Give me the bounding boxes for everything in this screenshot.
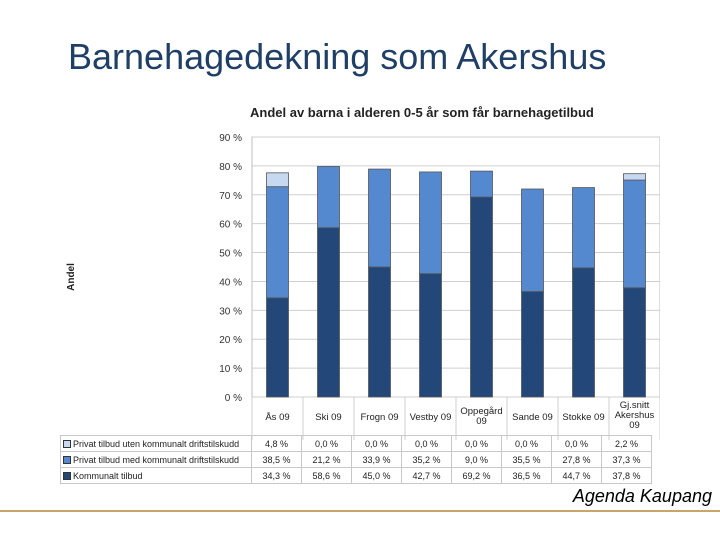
- y-tick-label: 50 %: [219, 249, 242, 260]
- table-row: Kommunalt tilbud 34,3 % 58,6 % 45,0 % 42,7 %…: [60, 467, 652, 484]
- y-tick-label: 90 %: [219, 133, 242, 144]
- bar-segment: [266, 186, 289, 299]
- x-tick-label: Sande 09: [512, 412, 553, 423]
- y-tick-label: 10 %: [219, 364, 242, 375]
- data-label: 0,0 %: [501, 435, 552, 452]
- bar-segment: [266, 172, 289, 188]
- data-label: 2,2 %: [601, 435, 652, 452]
- chart-panel: Andel av barna i alderen 0-5 år som får …: [60, 100, 660, 484]
- plot-area: [251, 136, 660, 398]
- data-label: 0,0 %: [551, 435, 602, 452]
- y-tick-label: 80 %: [219, 162, 242, 173]
- data-label: 0,0 %: [301, 435, 352, 452]
- legend-entry: Kommunalt tilbud: [60, 467, 252, 484]
- data-label: 0,0 %: [451, 435, 502, 452]
- data-label: 27,8 %: [551, 451, 602, 468]
- legend-swatch: [63, 440, 71, 449]
- data-label: 42,7 %: [401, 467, 452, 484]
- data-label: 35,2 %: [401, 451, 452, 468]
- x-tick-label: Vestby 09: [410, 412, 452, 423]
- chart-title: Andel av barna i alderen 0-5 år som får …: [250, 105, 594, 120]
- y-tick-label: 60 %: [219, 220, 242, 231]
- y-tick-label: 40 %: [219, 277, 242, 288]
- data-label: 35,5 %: [501, 451, 552, 468]
- data-label: 36,5 %: [501, 467, 552, 484]
- bar-segment: [419, 171, 442, 275]
- x-tick-label: Ås 09: [265, 412, 289, 423]
- legend-label: Privat tilbud med kommunalt driftstilsku…: [73, 454, 240, 465]
- data-label: 0,0 %: [401, 435, 452, 452]
- data-label: 38,5 %: [251, 451, 302, 468]
- footer-text: Agenda Kaupang: [572, 486, 712, 506]
- bar-segment: [470, 170, 493, 198]
- data-label: 44,7 %: [551, 467, 602, 484]
- x-tick-label: Frogn 09: [360, 412, 398, 423]
- bar-segment: [317, 166, 340, 229]
- bar-segment: [419, 273, 442, 398]
- data-label: 37,8 %: [601, 467, 652, 484]
- bar-segment: [521, 291, 544, 398]
- bar-segment: [572, 267, 595, 398]
- x-tick-label: Stokke 09: [562, 412, 604, 423]
- slide-title: Barnehagedekning som Akershus: [68, 36, 607, 77]
- bar-segment: [266, 297, 289, 398]
- bar-segment: [470, 196, 493, 398]
- legend-label: Kommunalt tilbud: [73, 470, 143, 481]
- legend-entry: Privat tilbud med kommunalt driftstilsku…: [60, 451, 252, 468]
- table-row: Privat tilbud med kommunalt driftstilsku…: [60, 451, 652, 468]
- data-label: 58,6 %: [301, 467, 352, 484]
- data-label: 34,3 %: [251, 467, 302, 484]
- y-axis-label: Andel: [66, 263, 77, 291]
- legend-swatch: [63, 456, 71, 465]
- table-row: Privat tilbud uten kommunalt driftstilsk…: [60, 435, 652, 452]
- stacked-bar-chart: Andel av barna i alderen 0-5 år som får …: [66, 105, 660, 440]
- data-table: Privat tilbud uten kommunalt driftstilsk…: [60, 435, 652, 484]
- data-label: 0,0 %: [351, 435, 402, 452]
- data-label: 69,2 %: [451, 467, 502, 484]
- y-tick-label: 20 %: [219, 335, 242, 346]
- x-tick-label: Ski 09: [315, 412, 341, 423]
- data-label: 33,9 %: [351, 451, 402, 468]
- y-tick-label: 30 %: [219, 306, 242, 317]
- y-tick-label: 70 %: [219, 191, 242, 202]
- bar-segment: [368, 168, 391, 268]
- legend-label: Privat tilbud uten kommunalt driftstilsk…: [73, 438, 240, 449]
- bar-segment: [623, 287, 646, 398]
- data-label: 21,2 %: [301, 451, 352, 468]
- x-tick-label: Gj.snitt Akershus 09: [615, 400, 655, 431]
- legend-swatch: [63, 472, 71, 481]
- bar-segment: [521, 188, 544, 292]
- data-label: 4,8 %: [251, 435, 302, 452]
- bar-segment: [623, 179, 646, 289]
- bar-segment: [368, 266, 391, 398]
- legend-entry: Privat tilbud uten kommunalt driftstilsk…: [60, 435, 252, 452]
- y-tick-label: 0 %: [225, 393, 242, 404]
- x-tick-label: Oppegård 09: [460, 406, 502, 427]
- bar-segment: [623, 173, 646, 181]
- data-label: 45,0 %: [351, 467, 402, 484]
- data-label: 9,0 %: [451, 451, 502, 468]
- footer-divider: [0, 510, 720, 512]
- data-label: 37,3 %: [601, 451, 652, 468]
- bar-segment: [317, 227, 340, 398]
- bar-segment: [572, 187, 595, 269]
